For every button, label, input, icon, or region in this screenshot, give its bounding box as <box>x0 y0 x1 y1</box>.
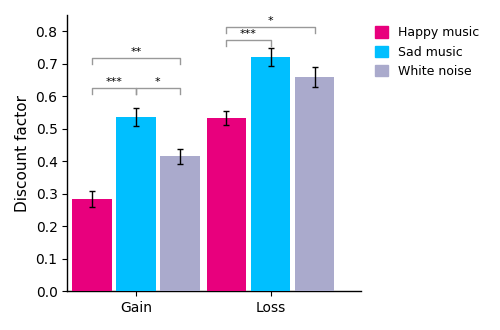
Text: ***: *** <box>240 29 257 39</box>
Text: ***: *** <box>106 77 122 87</box>
Legend: Happy music, Sad music, White noise: Happy music, Sad music, White noise <box>370 21 484 83</box>
Text: **: ** <box>130 47 141 57</box>
Text: *: * <box>268 16 274 26</box>
Bar <box>206 118 246 291</box>
Bar <box>72 199 112 291</box>
Bar <box>250 57 290 291</box>
Bar <box>160 156 200 291</box>
Text: *: * <box>155 77 160 87</box>
Bar <box>116 117 156 291</box>
Y-axis label: Discount factor: Discount factor <box>15 95 30 212</box>
Bar <box>295 77 335 291</box>
